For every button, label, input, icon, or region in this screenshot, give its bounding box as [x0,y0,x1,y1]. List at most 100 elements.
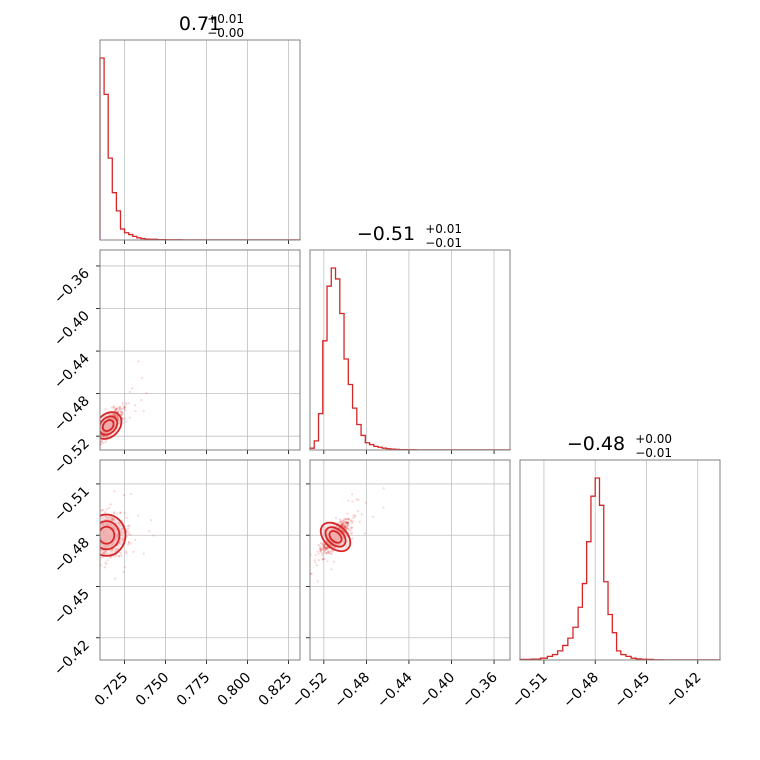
sample-point [92,542,94,544]
sample-point [125,403,128,406]
sample-point [87,537,89,539]
sample-point [140,399,143,402]
x-tick-label: −0.44 [374,669,416,711]
sample-point [320,546,323,549]
title-param-1: −0.51 [357,223,415,245]
sample-point [345,521,348,524]
sample-point [117,418,120,421]
sample-point [89,539,91,541]
sample-point [97,553,99,555]
sample-point [100,441,103,444]
sample-point [346,512,349,515]
sample-point [121,401,124,405]
contour-level-2 [100,525,116,545]
sample-point [131,387,134,390]
sample-point [96,532,98,534]
sample-point [113,512,116,515]
title-param-2-plus: +0.00 [635,432,672,446]
sample-point [322,558,325,561]
sample-point [315,564,318,567]
sample-point [109,515,112,518]
x-tick-label: −0.48 [560,670,602,712]
sample-point [350,520,353,523]
sample-point [332,560,336,563]
sample-point [84,430,86,432]
sample-point [121,411,124,414]
sample-point [96,527,98,529]
sample-point [353,514,356,517]
sample-point [313,559,316,562]
sample-point [102,551,105,554]
histogram-step-2 [519,477,721,661]
sample-point [317,558,320,562]
sample-point [98,531,100,533]
sample-point [346,522,349,525]
y-tick-label: −0.36 [51,265,93,307]
sample-point [319,547,322,550]
sample-point [97,438,99,440]
sample-point [96,520,98,522]
sample-point [111,517,114,520]
sample-point [101,434,105,438]
sample-point [107,517,110,520]
sample-point [340,523,343,526]
sample-point [350,532,353,535]
sample-point [97,531,99,533]
sample-point [114,414,117,417]
sample-point [96,443,98,445]
sample-point [120,533,123,536]
sample-point [347,518,350,521]
sample-point [97,532,99,534]
sample-point [347,524,350,527]
sample-point [347,527,350,530]
sample-point [75,520,77,522]
title-param-0-minus: −0.00 [207,26,244,40]
sample-point [346,527,350,531]
sample-point [122,570,125,574]
sample-point [343,525,346,528]
sample-point [93,432,95,434]
sample-point [326,551,329,555]
sample-point [141,376,144,380]
sample-point [118,407,121,411]
sample-point [96,525,98,527]
sample-point [351,500,354,503]
x-tick-labels: 0.725 0.750 0.775 0.800 0.825−0.52 −0.48 −0.44… [92,669,705,711]
sample-point [97,544,99,546]
sample-point [339,522,342,525]
sample-point [322,544,325,547]
sample-point [95,431,97,433]
panel-frame [519,459,721,661]
sample-point [117,522,120,525]
sample-point [112,511,116,514]
sample-point [93,534,95,536]
x-tick-label: −0.42 [663,670,705,712]
sample-point [95,545,97,547]
x-tick-label: −0.48 [332,670,374,712]
sample-point [346,523,349,526]
sample-point [102,435,106,438]
sample-point [93,554,95,556]
sample-point [124,401,128,405]
sample-point [323,549,326,553]
sample-point [325,546,328,549]
sample-point [114,414,117,417]
sample-point [115,407,118,410]
sample-point [97,526,99,528]
sample-point [97,554,99,556]
sample-point [103,566,106,569]
sample-point [76,534,78,536]
sample-point [91,442,93,444]
sample-point [97,432,99,434]
contour-level-2 [328,530,343,544]
sample-point [96,552,98,554]
sample-point [95,445,97,447]
sample-point [97,432,99,434]
sample-point [87,472,89,474]
sample-point [113,490,116,493]
sample-point [88,568,90,570]
sample-point [116,522,119,526]
sample-point [322,548,325,551]
sample-point [90,533,92,535]
